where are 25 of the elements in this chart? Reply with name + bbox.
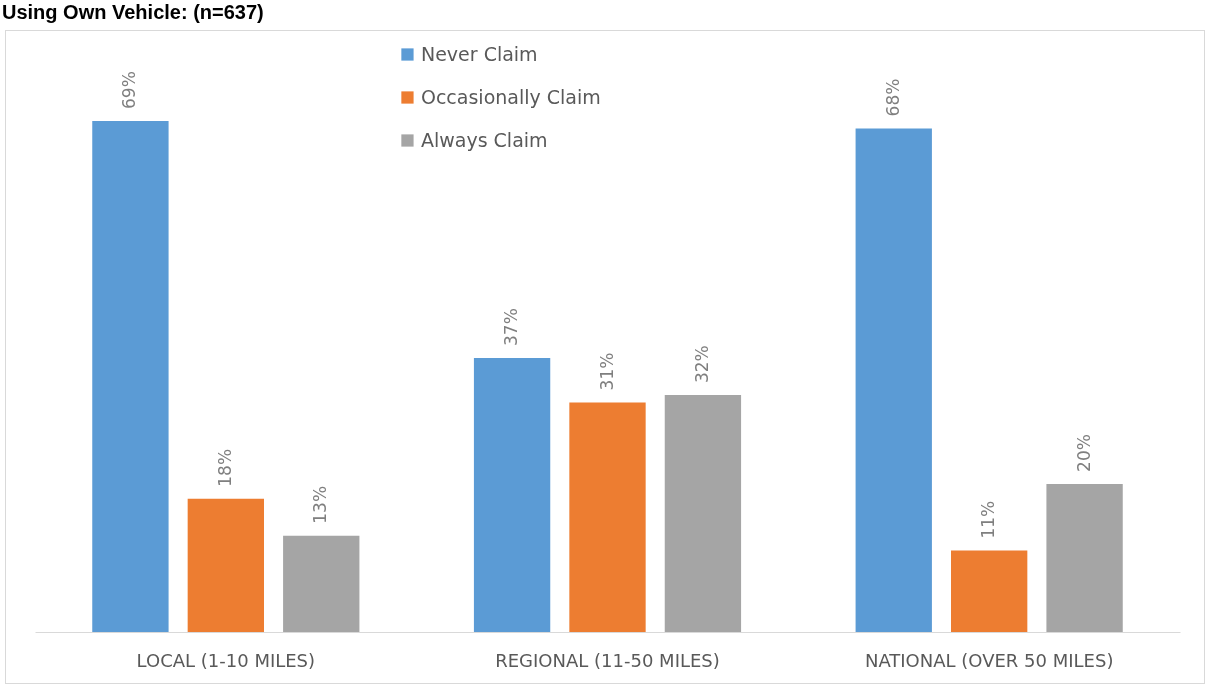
legend-label: Always Claim — [420, 128, 548, 151]
x-tick-label: REGIONAL (11-50 MILES) — [495, 649, 720, 671]
bar — [855, 128, 932, 632]
data-label: 11% — [978, 500, 999, 539]
data-label: 69% — [119, 71, 140, 109]
data-label: 18% — [214, 448, 235, 487]
bar — [951, 550, 1028, 632]
legend-label: Occasionally Claim — [420, 85, 601, 108]
bar — [569, 402, 646, 632]
data-label: 13% — [310, 485, 331, 524]
bar — [473, 357, 551, 632]
x-tick-label: LOCAL (1-10 MILES) — [136, 649, 316, 671]
data-label: 37% — [501, 308, 522, 346]
bar — [92, 121, 169, 632]
bar — [664, 395, 742, 632]
bar — [1046, 483, 1123, 632]
chart-title: Using Own Vehicle: (n=637) — [2, 1, 264, 23]
data-label: 32% — [691, 345, 712, 384]
bar — [187, 498, 264, 632]
bar — [283, 535, 360, 632]
data-label: 31% — [596, 352, 617, 391]
legend-label: Never Claim — [420, 42, 538, 65]
data-label: 68% — [882, 78, 903, 117]
data-label: 20% — [1073, 434, 1094, 472]
x-tick-label: NATIONAL (OVER 50 MILES) — [864, 649, 1114, 671]
